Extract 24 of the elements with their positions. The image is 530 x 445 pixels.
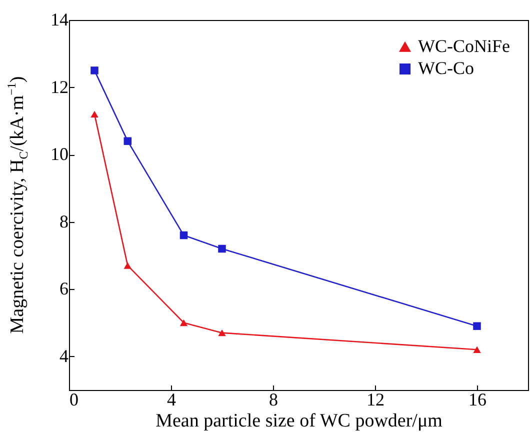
x-tick-label: 0 bbox=[70, 390, 78, 410]
y-tick-label: 8 bbox=[60, 211, 68, 232]
x-tick-label: 16 bbox=[468, 390, 486, 410]
point bbox=[473, 322, 481, 330]
point bbox=[180, 231, 188, 240]
y-tick-label: 12 bbox=[50, 76, 68, 97]
y-tick-label: 10 bbox=[50, 144, 68, 164]
point bbox=[218, 329, 226, 336]
y-tick-label: 6 bbox=[60, 278, 68, 299]
point bbox=[180, 319, 188, 326]
point bbox=[473, 346, 481, 353]
x-tick-label: 8 bbox=[269, 390, 278, 410]
legend-label: WC-Co bbox=[418, 58, 474, 78]
y-tick-label: 14 bbox=[50, 10, 68, 30]
point bbox=[90, 110, 98, 118]
x-axis-title: Mean particle size of WC powder/μm bbox=[156, 410, 443, 432]
y-tick-label: 4 bbox=[60, 346, 68, 366]
point bbox=[124, 137, 132, 145]
legend-label: WC-CoNiFe bbox=[418, 36, 510, 56]
point bbox=[90, 66, 98, 74]
x-tick-label: 12 bbox=[366, 390, 384, 410]
x-tick-label: 4 bbox=[167, 390, 176, 410]
point bbox=[124, 262, 132, 269]
point bbox=[218, 244, 226, 253]
